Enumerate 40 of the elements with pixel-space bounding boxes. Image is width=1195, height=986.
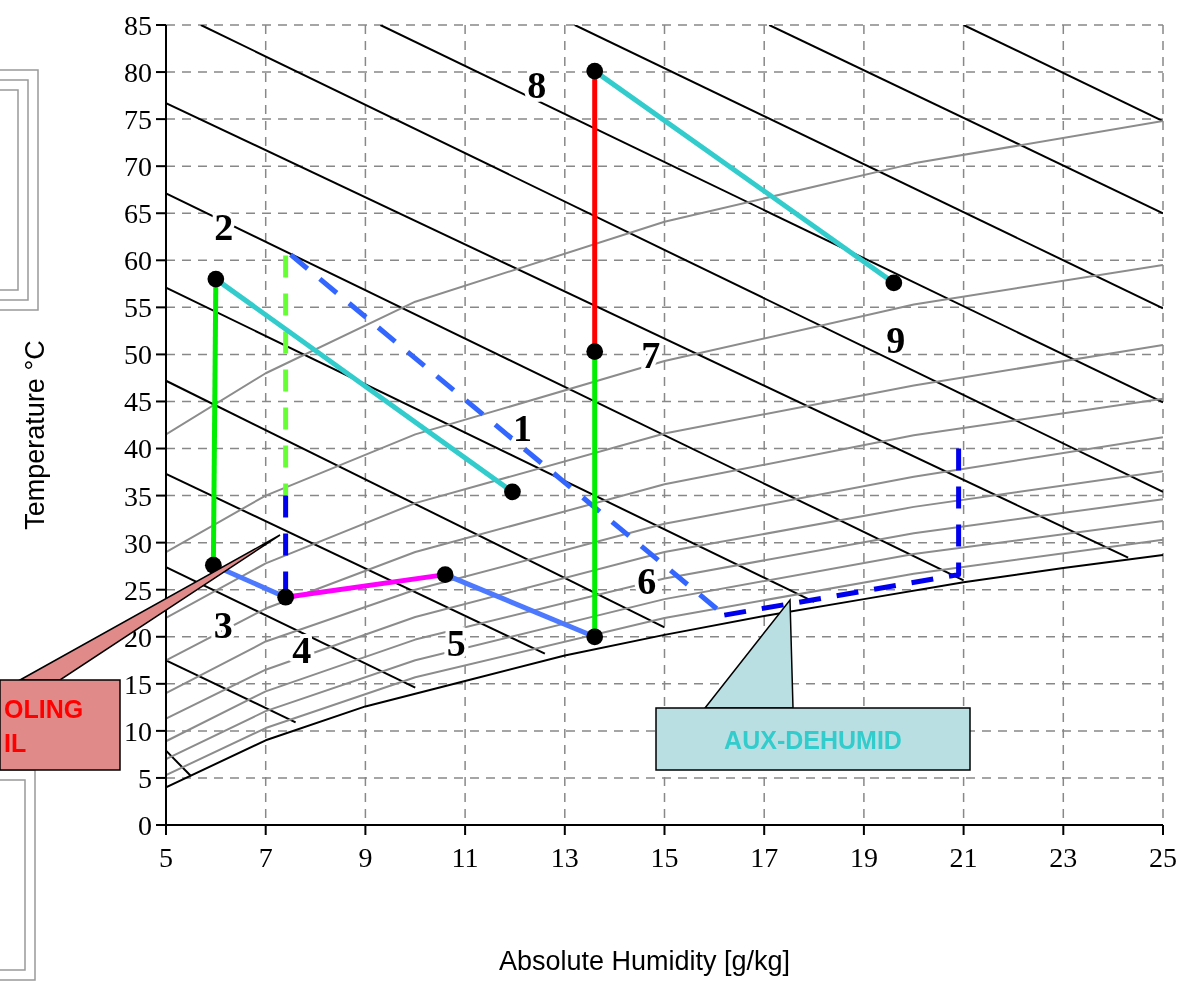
- y-tick-label: 50: [124, 339, 152, 371]
- y-axis-title: Temperature °C: [20, 340, 50, 530]
- x-tick-label: 5: [159, 841, 173, 873]
- y-tick-label: 60: [124, 245, 152, 277]
- y-tick-label: 75: [124, 104, 152, 136]
- y-tick-label: 30: [124, 527, 152, 559]
- y-tick-label: 10: [124, 715, 152, 747]
- x-tick-label: 15: [650, 841, 679, 873]
- y-tick-label: 5: [138, 762, 152, 794]
- y-tick-label: 70: [124, 151, 152, 183]
- x-tick-label: 9: [358, 841, 373, 873]
- y-tick-label: 85: [124, 9, 152, 41]
- x-tick-label: 13: [550, 841, 579, 873]
- y-tick-label: 15: [124, 668, 152, 700]
- annotation: 4: [292, 629, 312, 672]
- x-tick-label: 21: [949, 841, 978, 873]
- annotation: 1: [512, 406, 532, 449]
- annotation: AUX-DEHUMID: [724, 726, 902, 754]
- y-tick-label: 0: [138, 809, 152, 841]
- y-tick-label: 35: [124, 480, 152, 512]
- x-axis-title: Absolute Humidity [g/kg]: [498, 946, 791, 976]
- annotation: 3: [213, 604, 233, 647]
- y-tick-label: 40: [124, 433, 152, 465]
- y-tick-label: 65: [124, 198, 152, 230]
- annotation: 5: [446, 621, 466, 664]
- x-tick-label: 11: [451, 841, 479, 873]
- x-tick-label: 19: [849, 841, 878, 873]
- y-tick-label: 55: [124, 292, 152, 324]
- y-tick-label: 25: [124, 574, 152, 606]
- annotation: 6: [637, 559, 657, 602]
- annotation: 7: [641, 333, 661, 376]
- annotation: 9: [886, 318, 906, 361]
- x-tick-label: 23: [1049, 841, 1078, 873]
- text: OLING IL: [4, 695, 84, 757]
- x-tick-label: 25: [1149, 841, 1177, 873]
- y-tick-label: 45: [124, 386, 152, 418]
- x-tick-label: 17: [750, 841, 779, 873]
- x-tick-label: 7: [258, 841, 273, 873]
- annotation: 8: [527, 64, 547, 107]
- y-tick-label: 80: [124, 57, 152, 88]
